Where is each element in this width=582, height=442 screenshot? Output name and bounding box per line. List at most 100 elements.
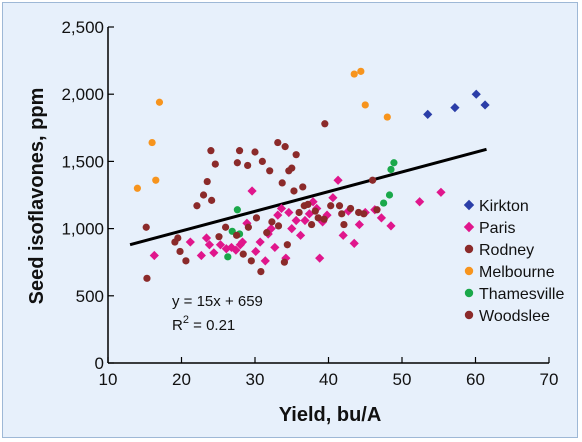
data-point-paris	[295, 230, 306, 240]
data-point-woodslee	[300, 202, 308, 210]
data-point-thamesville	[380, 199, 388, 207]
data-point-melbourne	[383, 113, 391, 121]
legend: Kirkton Paris Rodney Melbourne Thamesville Wo…	[463, 198, 564, 325]
r-squared-base: R	[172, 317, 183, 334]
data-point-paris	[237, 237, 248, 247]
data-point-rodney	[288, 164, 296, 172]
data-point-rodney	[258, 157, 266, 165]
data-point-paris	[291, 215, 301, 226]
y-tick-label: 2,000	[61, 85, 104, 104]
data-point-woodslee	[176, 247, 184, 256]
data-point-rodney	[340, 220, 348, 229]
data-point-woodslee	[280, 258, 288, 266]
x-tick-label: 20	[172, 370, 191, 389]
data-point-woodslee	[211, 160, 219, 168]
data-point-woodslee	[257, 268, 265, 276]
data-point-paris	[300, 215, 310, 226]
data-point-rodney	[292, 151, 300, 159]
trendline-group	[129, 147, 487, 247]
y-tick-label: 1,000	[61, 220, 104, 239]
data-point-woodslee	[290, 187, 298, 195]
legend-label-thamesville: Thamesville	[479, 286, 564, 303]
y-tick-label: 1,500	[61, 152, 104, 171]
data-point-paris	[251, 246, 261, 257]
data-point-woodslee	[143, 274, 151, 282]
data-point-paris	[266, 224, 276, 234]
y-axis-title: Seed isoflavones, ppm	[26, 88, 48, 305]
legend-marker-thamesville	[464, 288, 474, 298]
data-point-woodslee	[244, 223, 252, 231]
data-point-kirkton	[423, 109, 433, 119]
data-point-paris	[247, 186, 257, 196]
legend-marker-woodslee	[464, 310, 474, 320]
data-point-paris	[149, 250, 159, 261]
data-point-woodslee	[252, 214, 261, 222]
x-tick-label: 40	[319, 370, 338, 389]
legend-label-woodslee: Woodslee	[479, 308, 550, 325]
equation-annotation: y = 15x + 659	[172, 293, 263, 310]
data-point-rodney	[251, 148, 259, 156]
data-point-paris	[276, 203, 287, 214]
x-tick-label: 50	[393, 370, 412, 389]
legend-marker-paris	[463, 221, 475, 233]
legend-marker-rodney	[464, 244, 474, 254]
data-point-paris	[349, 238, 359, 248]
x-tick-label: 10	[99, 370, 118, 389]
data-point-kirkton	[471, 89, 481, 99]
data-point-rodney	[321, 120, 329, 128]
data-point-paris	[273, 210, 283, 220]
x-tick-label: 70	[540, 370, 559, 389]
x-axis-title: Yield, bu/A	[279, 404, 382, 426]
legend-marker-melbourne	[464, 266, 474, 276]
data-point-paris	[231, 245, 241, 255]
data-point-kirkton	[480, 100, 490, 110]
data-point-paris	[204, 240, 215, 250]
data-point-thamesville	[387, 165, 395, 174]
data-point-rodney	[266, 167, 274, 175]
data-point-paris	[436, 187, 446, 197]
data-point-rodney	[281, 143, 289, 151]
data-point-rodney	[299, 183, 307, 191]
data-point-rodney	[274, 138, 282, 147]
chart-frame	[2, 2, 578, 438]
data-point-rodney	[335, 202, 344, 210]
data-point-woodslee	[283, 241, 291, 249]
data-point-melbourne	[350, 70, 358, 78]
legend-label-rodney: Rodney	[479, 242, 534, 259]
data-point-paris	[333, 175, 343, 185]
data-point-melbourne	[148, 138, 156, 147]
data-point-paris	[304, 209, 314, 219]
data-point-rodney	[346, 204, 355, 213]
data-point-rodney	[207, 147, 215, 155]
data-point-melbourne	[152, 176, 160, 184]
data-point-woodslee	[369, 176, 377, 184]
data-point-thamesville	[390, 159, 398, 167]
data-point-paris	[328, 193, 338, 203]
data-point-paris	[322, 210, 332, 220]
data-point-woodslee	[274, 222, 283, 230]
data-point-paris	[196, 250, 206, 261]
data-point-paris	[255, 237, 265, 247]
y-tick-label: 500	[76, 287, 104, 306]
x-tick-label: 30	[246, 370, 265, 389]
data-point-paris	[209, 248, 219, 258]
data-point-rodney	[244, 161, 252, 170]
data-point-woodslee	[320, 215, 328, 223]
r-squared-value: = 0.21	[189, 317, 235, 334]
data-point-woodslee	[233, 231, 241, 239]
data-point-woodslee	[327, 202, 335, 210]
data-point-woodslee	[182, 257, 190, 265]
trendline	[129, 147, 487, 247]
data-point-rodney	[233, 159, 241, 167]
data-point-rodney	[311, 207, 319, 215]
data-points	[133, 67, 490, 282]
data-point-rodney	[373, 206, 381, 214]
legend-label-melbourne: Melbourne	[479, 264, 555, 281]
data-point-paris	[376, 213, 387, 223]
legend-marker-kirkton	[463, 199, 475, 211]
data-point-paris	[315, 253, 325, 263]
data-point-rodney	[235, 147, 244, 155]
legend-label-paris: Paris	[479, 220, 515, 237]
data-point-woodslee	[142, 223, 150, 231]
